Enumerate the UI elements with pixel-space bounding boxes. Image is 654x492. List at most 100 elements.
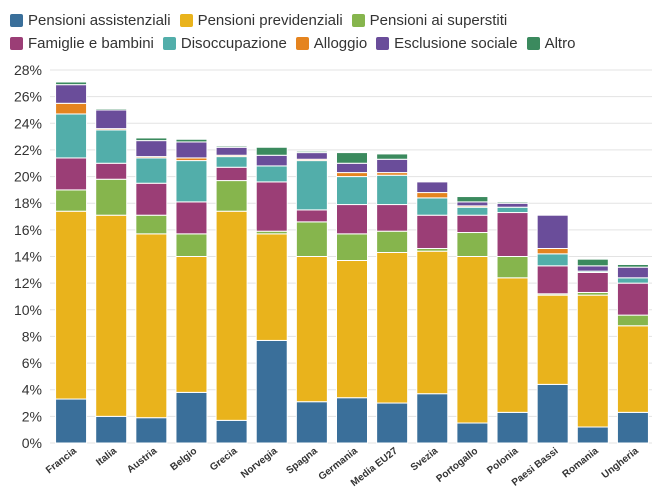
bar-segment xyxy=(376,252,409,404)
bar-segment xyxy=(215,145,248,148)
legend-item-5: Alloggio xyxy=(295,33,367,54)
bar-segment xyxy=(456,422,489,444)
legend-item-2: Pensioni ai superstiti xyxy=(351,10,507,31)
y-tick-label: 8% xyxy=(22,328,42,344)
bar-segment xyxy=(215,210,248,421)
bar-segment xyxy=(55,84,88,104)
bar-segment xyxy=(295,152,328,160)
legend-item-0: Pensioni assistenziali xyxy=(10,10,171,31)
x-tick-label: Italia xyxy=(94,445,119,468)
bar-segment xyxy=(456,232,489,257)
bar-segment xyxy=(55,189,88,212)
bar-segment xyxy=(496,277,529,413)
y-tick-label: 14% xyxy=(14,249,42,265)
y-tick-label: 6% xyxy=(22,355,42,371)
bar-segment xyxy=(255,233,288,341)
bar-segment xyxy=(175,160,208,203)
bar-segment xyxy=(215,419,248,444)
bar-segment xyxy=(616,263,649,268)
legend-swatch xyxy=(376,37,390,50)
bar-segment xyxy=(496,411,529,444)
bar-segment xyxy=(416,192,449,199)
bar-segment xyxy=(336,172,368,178)
y-tick-label: 24% xyxy=(14,115,42,131)
bar-segment xyxy=(175,141,208,159)
bar-segment xyxy=(336,259,368,399)
legend-swatch xyxy=(351,14,365,27)
y-tick-label: 4% xyxy=(22,382,42,398)
bar-segment xyxy=(295,150,328,154)
bar-segment xyxy=(376,204,409,232)
bar-segment xyxy=(336,397,368,444)
y-tick-label: 2% xyxy=(22,408,42,424)
bar-segment xyxy=(95,108,128,111)
bar-segment xyxy=(496,256,529,279)
legend-item-1: Pensioni previdenziali xyxy=(179,10,343,31)
bars xyxy=(55,81,649,444)
x-tick-label: Francia xyxy=(44,445,79,476)
bar-segment xyxy=(295,209,328,223)
bar-segment xyxy=(215,180,248,212)
bar-segment xyxy=(336,204,368,235)
bar-segment xyxy=(215,156,248,168)
bar-segment xyxy=(55,398,88,444)
bar-segment xyxy=(536,265,569,295)
bar-segment xyxy=(175,256,208,393)
legend-label: Pensioni previdenziali xyxy=(197,12,343,29)
bar-segment xyxy=(536,383,569,444)
bar-segment xyxy=(255,181,288,232)
y-tick-label: 28% xyxy=(14,62,42,78)
bar-segment xyxy=(295,160,328,211)
bar-segment xyxy=(496,201,529,204)
y-tick-label: 16% xyxy=(14,222,42,238)
bar-segment xyxy=(376,402,409,444)
bar-segment xyxy=(576,258,609,267)
bar-segment xyxy=(336,176,368,206)
bar-segment xyxy=(135,214,168,235)
bar-segment xyxy=(135,233,168,419)
bar-segment xyxy=(255,339,288,444)
y-axis: 0% 2% 4% 6% 8% 10% 12% 14% 16% 18% 20% 22% 24% 26% 28% xyxy=(14,62,42,451)
bar-segment xyxy=(135,140,168,158)
x-tick-label: Spagna xyxy=(284,445,320,476)
bar-segment xyxy=(376,230,409,254)
bar-segment xyxy=(456,206,489,216)
bar-segment xyxy=(496,212,529,258)
bar-segment xyxy=(255,165,288,183)
bar-segment xyxy=(536,248,569,255)
legend-swatch xyxy=(179,14,193,27)
y-tick-label: 18% xyxy=(14,195,42,211)
legend-label: Disoccupazione xyxy=(180,35,287,52)
bar-segment xyxy=(135,182,168,216)
bar-segment xyxy=(536,294,569,385)
bar-segment xyxy=(456,196,489,203)
x-tick-label: Svezia xyxy=(409,445,441,473)
legend-item-6: Esclusione sociale xyxy=(376,33,518,54)
bar-segment xyxy=(576,265,609,272)
legend-label: Pensioni assistenziali xyxy=(28,12,171,29)
bar-segment xyxy=(496,206,529,214)
bar-segment xyxy=(95,109,128,130)
bar-segment xyxy=(175,233,208,258)
bar-segment xyxy=(456,256,489,424)
y-tick-label: 20% xyxy=(14,169,42,185)
y-tick-label: 22% xyxy=(14,142,42,158)
bar-segment xyxy=(255,154,288,167)
legend-swatch xyxy=(162,37,176,50)
bar-segment xyxy=(536,214,569,250)
chart-legend: Pensioni assistenziali Pensioni previdenz… xyxy=(10,10,650,56)
x-tick-label: Norvegia xyxy=(239,445,280,480)
x-tick-label: Polonia xyxy=(485,445,521,476)
bar-segment xyxy=(55,157,88,191)
bar-segment xyxy=(416,181,449,194)
x-tick-label: Portogallo xyxy=(435,446,481,485)
x-tick-label: Austria xyxy=(125,445,159,475)
bar-segment xyxy=(295,256,328,403)
x-tick-label: Belgio xyxy=(168,446,199,473)
bar-segment xyxy=(416,250,449,395)
legend-swatch xyxy=(295,37,309,50)
bar-segment xyxy=(95,415,128,444)
bar-segment xyxy=(175,138,208,143)
bar-segment xyxy=(536,253,569,267)
bar-segment xyxy=(295,401,328,444)
